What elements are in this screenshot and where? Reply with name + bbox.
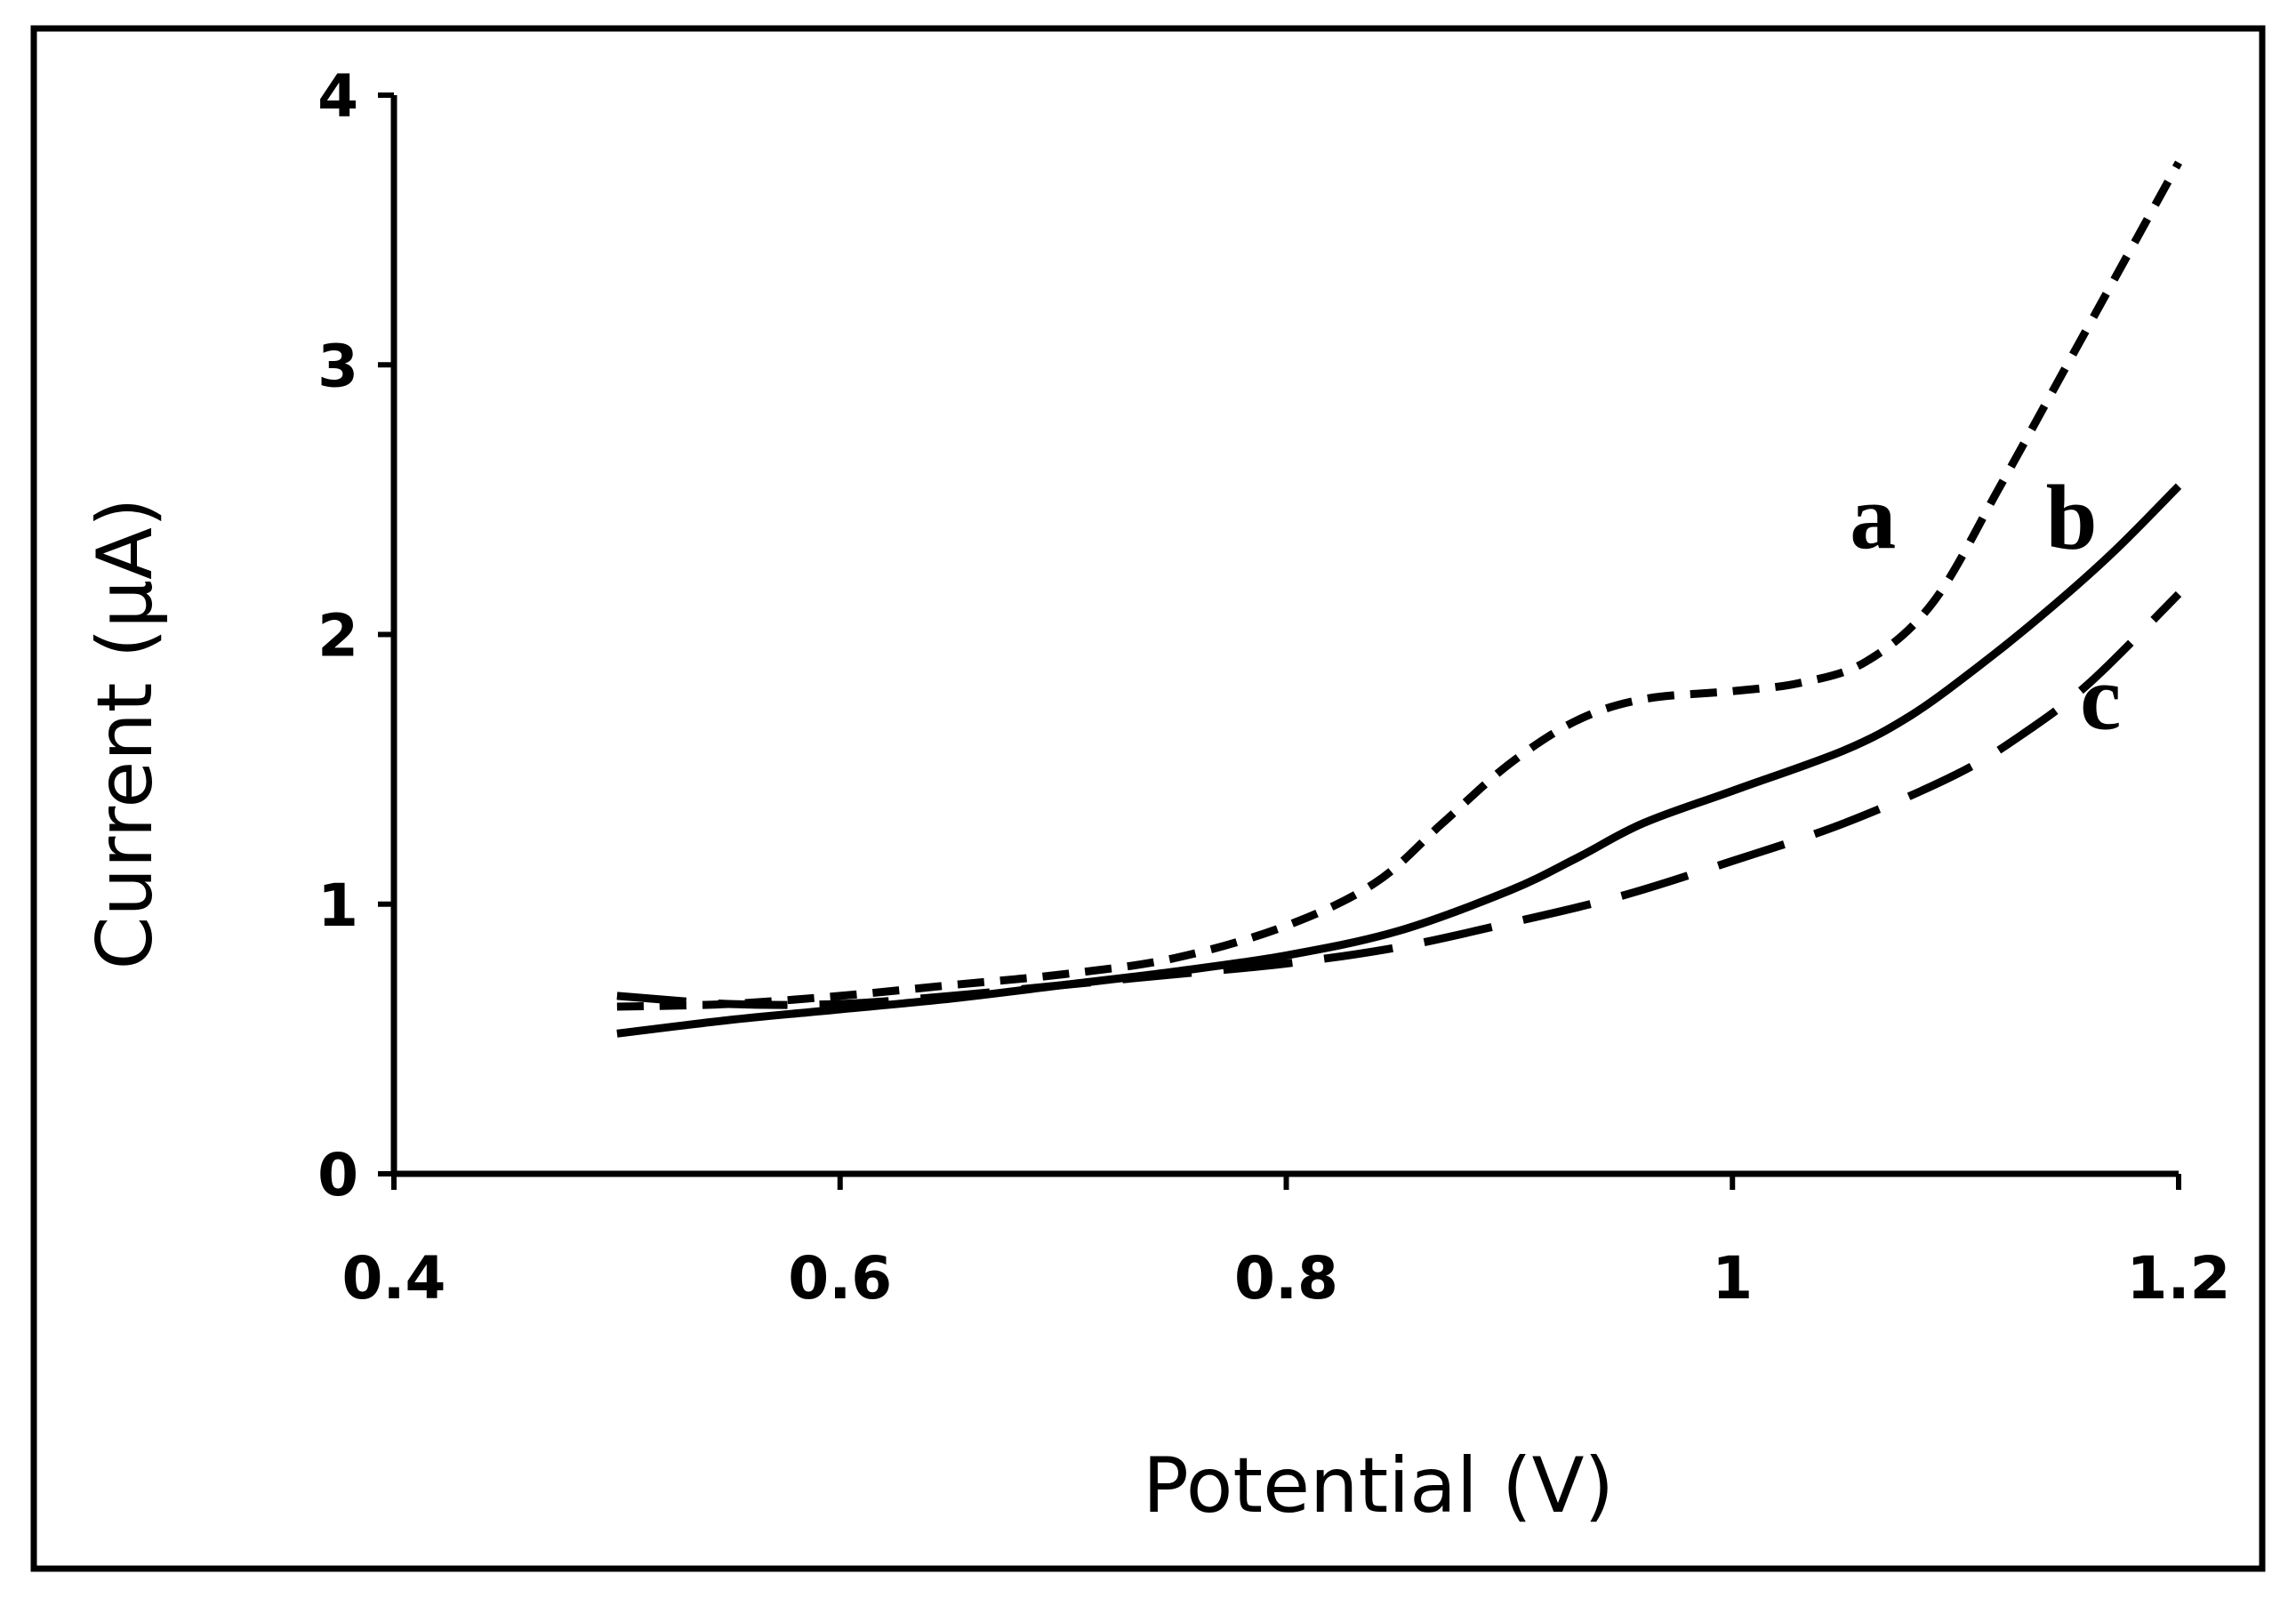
series-label-layer: a bc	[1850, 466, 2121, 749]
y-tick-label: 3	[317, 332, 358, 400]
series-label-b: b	[2046, 466, 2098, 568]
x-tick-label: 1.2	[2127, 1244, 2231, 1313]
y-tick-label: 2	[317, 602, 358, 671]
series-label-c: c	[2080, 647, 2121, 750]
series-line-c	[616, 590, 2182, 1009]
y-tick-label: 1	[317, 871, 358, 940]
y-tick-label: 4	[317, 62, 358, 131]
series-label-a: a	[1850, 466, 1896, 568]
axes-layer: 0 1 2 3 4 0.4 0.6 0.8 1 1.2	[317, 62, 2230, 1313]
y-tick-label: 0	[317, 1141, 358, 1209]
x-tick-label: 0.6	[788, 1244, 892, 1313]
series-layer	[616, 160, 2182, 1038]
y-axis-title: Current (μA)	[81, 498, 170, 970]
x-tick-label: 0.8	[1234, 1244, 1338, 1313]
figure-frame	[30, 25, 2266, 1572]
series-line-b	[616, 483, 2182, 1038]
x-tick-label: 1	[1712, 1244, 1753, 1313]
x-axis-title: Potential (V)	[1143, 1441, 1614, 1530]
x-tick-label: 0.4	[342, 1244, 446, 1313]
series-line-a	[616, 160, 2182, 1011]
